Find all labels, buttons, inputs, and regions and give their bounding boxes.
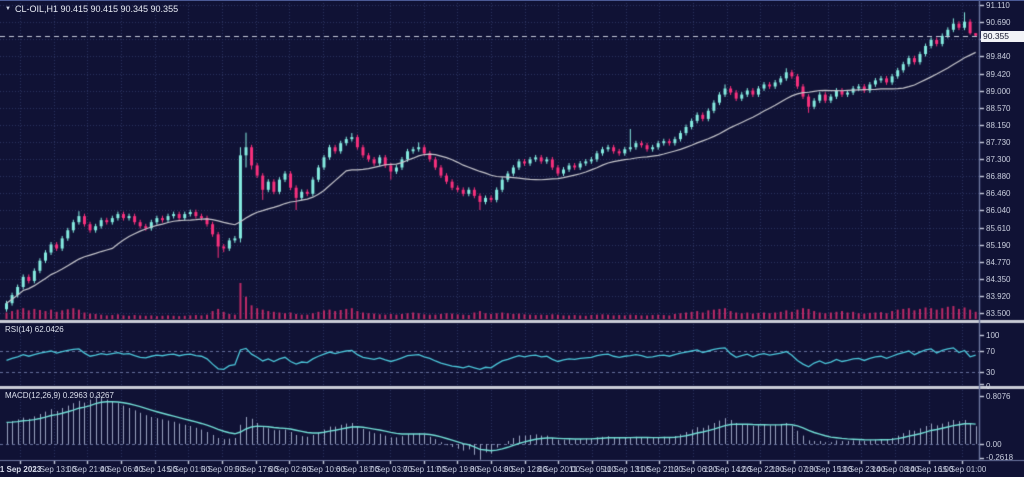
price-axis-label: 86.460: [986, 189, 1011, 199]
time-axis-label: 11 Sep 05:00: [568, 465, 616, 474]
price-axis-label: 89.420: [986, 69, 1011, 79]
chart-symbol-title: ▼ CL-OIL,H1 90.415 90.415 90.345 90.355: [5, 4, 178, 14]
time-axis-label: 6 Sep 18:00: [335, 465, 380, 474]
time-axis-label: 4 Sep 06:00: [99, 465, 144, 474]
time-axis-label: 8 Sep 12:00: [503, 465, 548, 474]
rsi-indicator-label: RSI(14) 62.0426: [5, 325, 64, 334]
rsi-axis-label: 100: [986, 331, 1000, 341]
time-axis-label: 7 Sep 03:00: [368, 465, 413, 474]
macd-axis-label: 0.8076: [986, 391, 1011, 401]
price-axis[interactable]: 91.11090.69090.26089.84089.42089.00088.5…: [980, 1, 1024, 319]
time-axis-label: 7 Sep 19:00: [435, 465, 480, 474]
current-price-tag: 90.355: [981, 30, 1024, 42]
time-axis-label: 12 Sep 14:00: [703, 465, 752, 474]
chart-title-text: CL-OIL,H1 90.415 90.415 90.345 90.355: [14, 4, 179, 14]
rsi-axis[interactable]: 100 70 30 0: [980, 323, 1024, 391]
time-axis-label: 11 Sep 13:00: [602, 465, 650, 474]
time-axis-label: 13 Sep 07:00: [770, 465, 819, 474]
price-axis-label: 84.770: [986, 257, 1011, 267]
time-axis-label: 13 Sep 15:00: [804, 465, 853, 474]
price-axis-label: 88.150: [986, 120, 1011, 130]
rsi-axis-label: 30: [986, 368, 995, 377]
rsi-axis-label: 70: [986, 347, 995, 356]
macd-indicator-label: MACD(12,26,9) 0.2963 0.3267: [5, 391, 114, 400]
time-axis-label: 15 Sep 01:00: [938, 465, 987, 474]
time-axis-label: 7 Sep 11:00: [403, 465, 446, 474]
time-axis-label: 5 Sep 01:00: [166, 465, 211, 474]
price-axis-label: 84.350: [986, 274, 1011, 284]
macd-axis-label: -0.2618: [986, 453, 1014, 462]
price-axis-label: 83.500: [986, 309, 1011, 319]
time-axis-label: 8 Sep 20:00: [536, 465, 581, 474]
time-axis-label: 14 Sep 16:00: [905, 465, 954, 474]
time-axis-label: 1 Sep 2023: [0, 465, 42, 474]
time-axis-label: 14 Sep 08:00: [871, 465, 920, 474]
macd-axis-label: 0.00: [986, 440, 1002, 449]
time-axis-label: 6 Sep 02:00: [267, 465, 312, 474]
price-axis-label: 88.570: [986, 103, 1011, 113]
price-axis-label: 89.840: [986, 52, 1011, 62]
time-axis-label: 12 Sep 06:00: [669, 465, 718, 474]
time-axis-label: 1 Sep 13:00: [32, 465, 77, 474]
macd-axis[interactable]: 0.8076 0.00 -0.2618: [980, 389, 1024, 462]
price-axis-label: 86.880: [986, 172, 1011, 182]
price-axis-label: 83.920: [986, 292, 1011, 302]
time-axis[interactable]: 1 Sep 2023 1 Sep 13:00 1 Sep 21:00 4 Sep 06…: [0, 461, 1024, 477]
price-axis-label: 89.000: [986, 86, 1011, 96]
rsi-axis-label: 0: [986, 382, 991, 391]
time-axis-label: 5 Sep 09:00: [200, 465, 245, 474]
price-axis-label: 87.730: [986, 137, 1011, 147]
time-axis-label: 12 Sep 22:00: [736, 465, 785, 474]
time-axis-label: 5 Sep 17:00: [234, 465, 279, 474]
price-axis-label: 85.610: [986, 223, 1011, 233]
price-axis-label: 85.190: [986, 240, 1011, 250]
price-axis-label: 87.300: [986, 155, 1011, 165]
time-axis-label: 4 Sep 14:00: [133, 465, 178, 474]
price-axis-label: 86.040: [986, 206, 1011, 216]
time-axis-label: 8 Sep 04:00: [469, 465, 514, 474]
price-axis-label: 91.110: [986, 1, 1010, 11]
time-axis-label: 11 Sep 21:00: [635, 465, 683, 474]
price-axis-label: 90.690: [986, 18, 1011, 28]
chart-menu-icon[interactable]: ▼: [5, 6, 11, 12]
time-axis-label: 1 Sep 21:00: [65, 465, 110, 474]
time-axis-label: 13 Sep 23:00: [837, 465, 886, 474]
time-axis-label: 6 Sep 10:00: [301, 465, 346, 474]
